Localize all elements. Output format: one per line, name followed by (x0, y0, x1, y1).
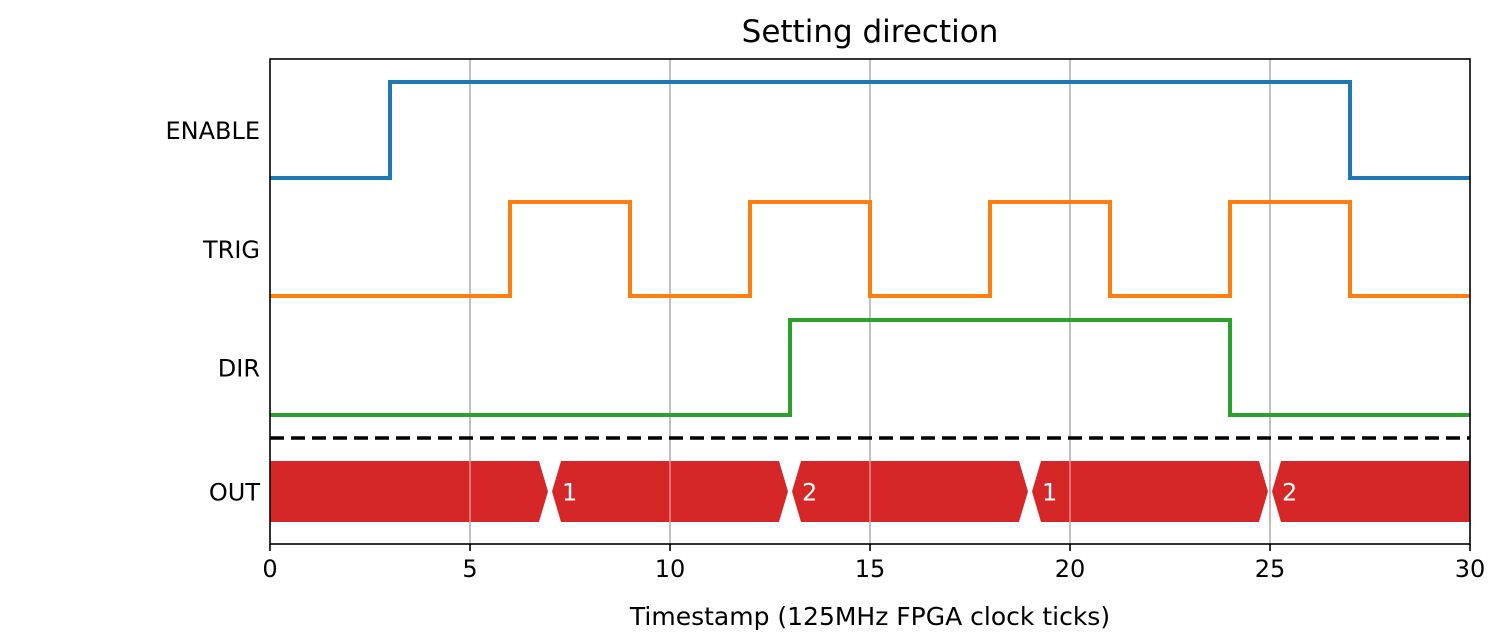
out-segment-label: 2 (802, 479, 817, 507)
x-tick-label: 30 (1455, 555, 1486, 583)
signal-label-dir: DIR (218, 355, 260, 383)
out-segment (1272, 461, 1470, 522)
x-tick-label: 10 (655, 555, 686, 583)
signal-labels: ENABLE TRIG DIR OUT (165, 117, 260, 507)
out-segment-label: 2 (1282, 479, 1297, 507)
x-tick-label: 15 (855, 555, 886, 583)
out-segment (270, 461, 548, 522)
out-segment (1032, 461, 1268, 522)
x-tick-label: 25 (1255, 555, 1286, 583)
signal-label-trig: TRIG (202, 236, 260, 264)
signal-trace-trig (270, 200, 1470, 298)
x-tick-label: 0 (262, 555, 277, 583)
out-segment-label: 1 (1042, 479, 1057, 507)
signal-trace-dir (270, 318, 1470, 417)
signal-trace-enable (270, 80, 1470, 180)
out-segment (792, 461, 1028, 522)
chart-title: Setting direction (742, 14, 999, 50)
signal-label-enable: ENABLE (165, 117, 260, 145)
x-axis-ticks: 0 5 10 15 20 25 30 (262, 544, 1485, 583)
signal-label-out: OUT (209, 479, 260, 507)
signal-traces (270, 80, 1470, 417)
x-axis-label: Timestamp (125MHz FPGA clock ticks) (629, 602, 1110, 631)
x-tick-label: 5 (462, 555, 477, 583)
out-segment-label: 1 (562, 479, 577, 507)
out-bus: 1 2 1 2 (270, 461, 1470, 522)
x-tick-label: 20 (1055, 555, 1086, 583)
